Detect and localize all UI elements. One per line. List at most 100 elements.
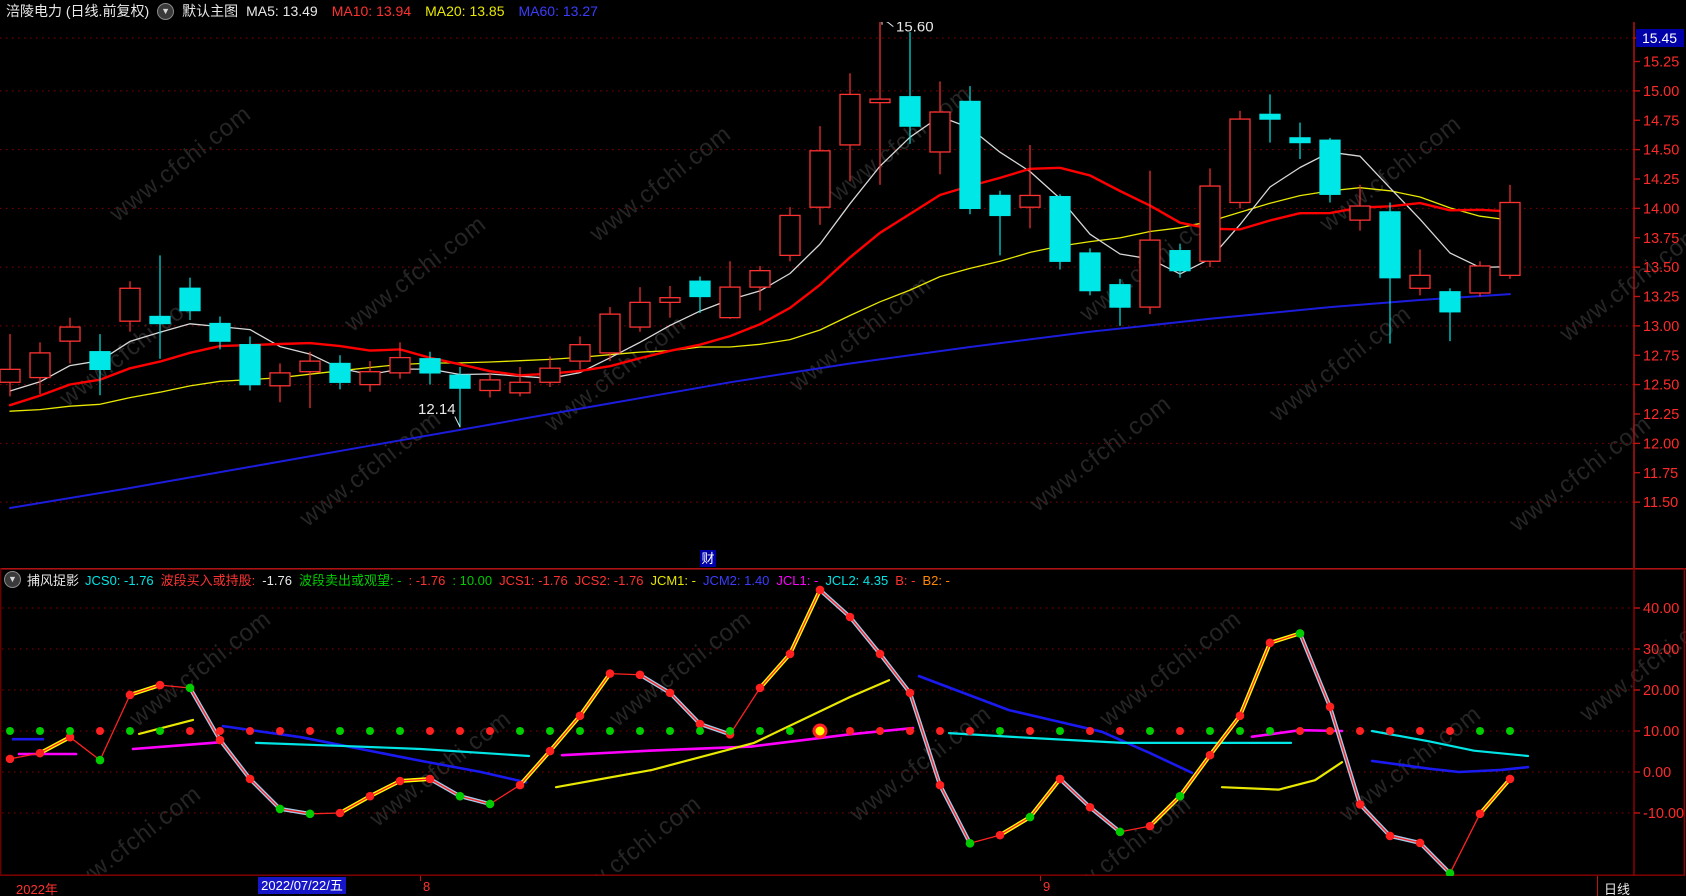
up-candle[interactable] <box>479 379 501 392</box>
hold-state-dot <box>636 727 644 735</box>
down-candle[interactable] <box>89 351 111 371</box>
down-candle[interactable] <box>149 315 171 325</box>
down-candle[interactable] <box>1169 250 1191 272</box>
up-candle[interactable] <box>1499 201 1521 276</box>
selected-date-box[interactable]: 2022/07/22/五 <box>258 877 346 894</box>
hold-state-dot <box>606 727 614 735</box>
up-candle[interactable] <box>389 356 411 374</box>
up-candle[interactable] <box>269 372 291 387</box>
up-candle[interactable] <box>29 352 51 379</box>
down-candle[interactable] <box>239 344 261 386</box>
candlesticks[interactable] <box>0 22 1521 427</box>
down-candle[interactable] <box>899 96 921 127</box>
sell-dot <box>575 711 585 721</box>
down-candle[interactable] <box>1109 284 1131 308</box>
buy-dot <box>485 799 495 809</box>
ma-label: MA5: 13.49 <box>246 3 318 19</box>
up-candle[interactable] <box>1019 194 1041 208</box>
indicator-chart[interactable]: 40.00 30.00 20.00 10.00 0.00 -10.00 <box>0 568 1686 876</box>
up-candle[interactable] <box>0 368 21 383</box>
down-candle[interactable] <box>329 362 351 383</box>
up-candle[interactable] <box>569 344 591 362</box>
indicator-field: JCL2: 4.35 <box>825 572 889 588</box>
svg-text:14.50: 14.50 <box>1643 143 1679 159</box>
svg-text:13.00: 13.00 <box>1643 319 1679 335</box>
down-candle[interactable] <box>1289 137 1311 144</box>
sell-dot <box>1475 809 1485 819</box>
up-candle[interactable] <box>299 360 321 373</box>
svg-text:12.00: 12.00 <box>1643 436 1679 452</box>
up-candle[interactable] <box>539 367 561 383</box>
sell-dot <box>875 649 885 659</box>
down-candle[interactable] <box>449 374 471 389</box>
month-label: 8 <box>423 879 431 894</box>
up-candle[interactable] <box>749 269 771 288</box>
up-candle[interactable] <box>809 150 831 208</box>
up-candle[interactable] <box>1229 118 1251 204</box>
sell-dot <box>215 735 225 745</box>
down-candle[interactable] <box>419 358 441 374</box>
sell-dot <box>365 791 375 801</box>
up-candle[interactable] <box>929 111 951 153</box>
svg-text:30.00: 30.00 <box>1643 642 1679 658</box>
down-candle[interactable] <box>209 322 231 342</box>
down-candle[interactable] <box>1319 139 1341 195</box>
svg-text:15.45: 15.45 <box>1642 30 1677 46</box>
svg-text:12.50: 12.50 <box>1643 378 1679 394</box>
svg-text:40.00: 40.00 <box>1643 601 1679 617</box>
up-candle[interactable] <box>629 301 651 328</box>
up-candle[interactable] <box>1349 205 1371 221</box>
main-price-chart[interactable]: 15.25 15.00 14.75 14.50 14.25 14.00 13.75 13.50… <box>0 22 1686 568</box>
sell-dot <box>1415 838 1425 848</box>
up-candle[interactable] <box>719 286 741 319</box>
month-tick <box>420 876 421 881</box>
sell-dot <box>245 774 255 784</box>
news-flag-badge[interactable]: 财 <box>700 550 716 567</box>
up-candle[interactable] <box>1199 185 1221 262</box>
chevron-down-icon[interactable]: ▼ <box>157 2 175 20</box>
up-candle[interactable] <box>869 98 891 104</box>
up-candle[interactable] <box>509 381 531 394</box>
up-candle[interactable] <box>779 214 801 257</box>
down-candle[interactable] <box>1079 252 1101 292</box>
hold-state-dot <box>6 727 14 735</box>
down-candle[interactable] <box>1259 113 1281 120</box>
indicator-header: ▼ 捕风捉影 JCS0: -1.76 波段买入或持股: -1.76 波段卖出或观望: … <box>4 570 957 588</box>
buy-dot <box>1295 629 1305 638</box>
watch-state-dot <box>846 727 854 735</box>
watch-state-dot <box>906 727 914 735</box>
up-candle[interactable] <box>1409 274 1431 289</box>
down-candle[interactable] <box>179 287 201 312</box>
up-candle[interactable] <box>59 326 81 342</box>
hold-state-dot <box>756 727 764 735</box>
hold-state-dot <box>1206 727 1214 735</box>
up-candle[interactable] <box>659 297 681 304</box>
sell-dot <box>1205 750 1215 760</box>
signal-dots <box>5 585 1515 876</box>
up-candle[interactable] <box>359 371 381 386</box>
sell-signal-marker[interactable] <box>812 723 828 739</box>
down-candle[interactable] <box>1379 211 1401 279</box>
hold-state-dot <box>996 727 1004 735</box>
sell-dot <box>995 830 1005 840</box>
sell-dot <box>1355 800 1365 809</box>
sell-dot <box>815 585 825 595</box>
svg-text:14.25: 14.25 <box>1643 172 1679 188</box>
up-candle[interactable] <box>1469 265 1491 294</box>
down-candle[interactable] <box>689 280 711 298</box>
svg-text:14.00: 14.00 <box>1643 201 1679 217</box>
down-candle[interactable] <box>989 194 1011 217</box>
up-candle[interactable] <box>839 93 861 146</box>
layout-selector-button[interactable]: 默认主图 <box>182 3 239 19</box>
hold-state-dot <box>66 727 74 735</box>
down-candle[interactable] <box>959 100 981 210</box>
up-candle[interactable] <box>1139 239 1161 308</box>
period-label[interactable]: 日线 <box>1604 882 1631 896</box>
sell-dot <box>515 780 525 790</box>
up-candle[interactable] <box>119 287 141 322</box>
up-candle[interactable] <box>599 313 621 354</box>
sell-dot <box>635 670 645 680</box>
chevron-down-icon[interactable]: ▼ <box>4 570 21 588</box>
down-candle[interactable] <box>1049 195 1071 262</box>
down-candle[interactable] <box>1439 291 1461 313</box>
